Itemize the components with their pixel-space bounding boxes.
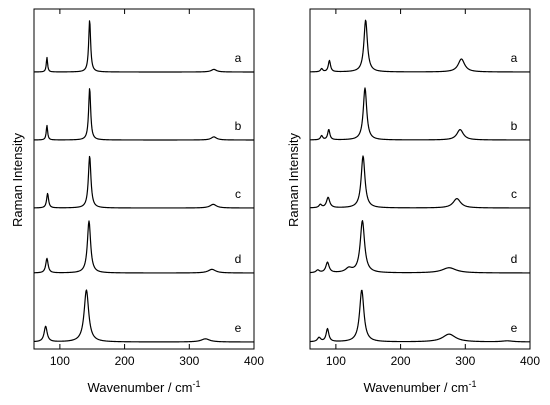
- right-panel: a b c d e 100 200 300 400 Raman Intensity Waven…: [286, 8, 540, 395]
- left-y-axis-label: Raman Intensity: [10, 133, 25, 227]
- spectrum-trace-d: [33, 220, 255, 274]
- trace-label-e: e: [511, 321, 518, 335]
- right-x-axis-label: Wavenumber / cm-1: [363, 379, 476, 395]
- trace-label-a: a: [511, 51, 518, 65]
- x-tick-label-200: 200: [115, 354, 135, 368]
- trace-label-d: d: [511, 252, 518, 266]
- spectrum-trace-c: [33, 155, 255, 209]
- trace-label-a: a: [235, 51, 242, 65]
- right-x-ticks: 100 200 300 400: [326, 9, 540, 368]
- x-tick-label-400: 400: [520, 354, 540, 368]
- spectrum-trace-e: [309, 289, 531, 343]
- x-tick-label-100: 100: [50, 354, 70, 368]
- right-y-axis-label: Raman Intensity: [286, 133, 301, 227]
- x-tick-label-100: 100: [326, 354, 346, 368]
- trace-label-b: b: [235, 119, 242, 133]
- left-panel: a b c d e 100 200 300 400 Raman Intensity Waven…: [10, 8, 264, 395]
- trace-label-b: b: [511, 119, 518, 133]
- left-spectra-traces: a b c d e: [33, 20, 255, 343]
- x-tick-label-300: 300: [179, 354, 199, 368]
- left-x-axis-label: Wavenumber / cm-1: [87, 379, 200, 395]
- trace-label-c: c: [235, 187, 241, 201]
- spectrum-trace-b: [33, 88, 255, 141]
- spectrum-trace-a: [33, 20, 255, 73]
- x-tick-label-300: 300: [455, 354, 475, 368]
- x-tick-label-200: 200: [391, 354, 411, 368]
- right-plot-frame: [309, 8, 531, 350]
- spectrum-trace-c: [309, 155, 531, 209]
- left-x-ticks: 100 200 300 400: [50, 9, 264, 368]
- x-tick-label-400: 400: [244, 354, 264, 368]
- spectrum-trace-e: [33, 289, 255, 343]
- trace-label-c: c: [511, 187, 517, 201]
- trace-label-e: e: [235, 321, 242, 335]
- spectrum-trace-d: [309, 220, 531, 274]
- left-plot-frame: [33, 8, 255, 350]
- spectrum-trace-a: [309, 19, 531, 73]
- trace-label-d: d: [235, 252, 242, 266]
- right-spectra-traces: a b c d e: [309, 19, 531, 343]
- spectrum-trace-b: [309, 87, 531, 141]
